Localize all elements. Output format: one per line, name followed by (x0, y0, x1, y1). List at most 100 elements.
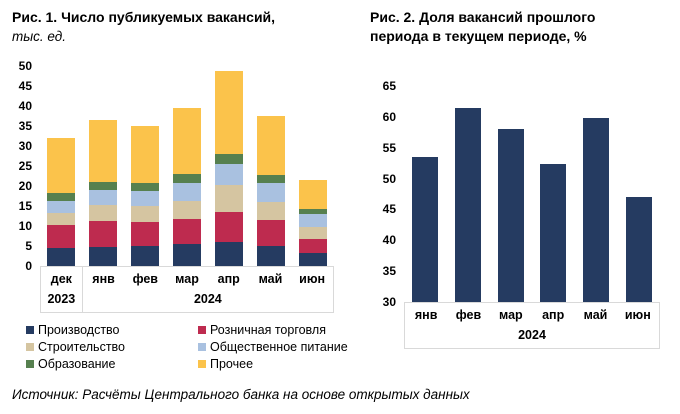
bar-segment (131, 183, 159, 192)
legend-label: Прочее (210, 357, 254, 371)
bar-segment (257, 220, 285, 246)
bar-segment (89, 205, 117, 222)
y-axis-tick-label: 5 (25, 239, 32, 253)
chart-1-y-axis: 0 5 10 15 20 25 30 35 40 45 50 (12, 59, 40, 273)
chart-1-x-axis: дек янв фев мар апр май июн 2023 2024 (40, 267, 334, 313)
month-label: дек (41, 267, 83, 289)
bar-segment (215, 184, 243, 212)
legend-item: Общественное питание (198, 340, 348, 354)
month-labels-row: янв фев мар апр май июн (405, 303, 659, 325)
month-label: май (258, 272, 283, 286)
chart-2-vacancies-share: Рис. 2. Доля вакансий прошлого периода в… (370, 8, 666, 371)
bar-segment (131, 246, 159, 266)
y-axis-tick-label: 35 (382, 264, 396, 279)
chart-2-x-axis: янв фев мар апр май июн 2024 (404, 303, 660, 349)
bar-slot-апр (532, 86, 575, 302)
bar-slot-май (575, 86, 618, 302)
y-axis-tick-label: 30 (382, 295, 396, 309)
bar-segment (299, 252, 327, 266)
y-axis-tick-label: 25 (18, 159, 32, 173)
month-label: мар (175, 272, 199, 286)
month-label: июн (624, 308, 651, 322)
bar-segment (173, 219, 201, 245)
chart-1-subtitle: тыс. ед. (12, 29, 66, 44)
bar-slot-мар (166, 66, 208, 266)
bar-segment (89, 246, 117, 266)
chart-2-plot-column: янв фев мар апр май июн 2024 (404, 86, 660, 349)
bar-segment (173, 182, 201, 202)
chart-1-plot-area (40, 66, 334, 267)
bar-segment (47, 213, 75, 226)
month-label: фев (132, 272, 158, 286)
y-axis-tick-label: 35 (18, 119, 32, 133)
bar-segment (89, 120, 117, 183)
bar-segment (131, 126, 159, 184)
y-axis-tick-label: 15 (18, 199, 32, 213)
bar-slot-мар (489, 86, 532, 302)
legend-label: Образование (38, 357, 116, 371)
y-axis-tick-label: 40 (382, 233, 396, 248)
legend-swatch (26, 343, 34, 351)
stacked-bar-дек (47, 138, 75, 266)
stacked-bar-июн (299, 180, 327, 266)
month-label: апр (217, 272, 240, 286)
bar-slot-май (250, 66, 292, 266)
legend-swatch (26, 326, 34, 334)
stacked-bar-фев (131, 126, 159, 266)
month-label: янв (414, 308, 438, 322)
bar-slot-июн (292, 66, 334, 266)
bar-segment (215, 242, 243, 266)
bar-segment (47, 247, 75, 266)
legend-label: Общественное питание (210, 340, 348, 354)
bar-segment (173, 174, 201, 183)
y-axis-tick-label: 40 (18, 99, 32, 113)
bar-segment (131, 191, 159, 206)
legend-swatch (26, 360, 34, 368)
y-axis-tick-label: 65 (382, 79, 396, 93)
chart-2-y-axis: 30 35 40 45 50 55 60 65 (370, 79, 404, 309)
y-axis-tick-label: 55 (382, 140, 396, 155)
bar-segment (299, 214, 327, 227)
bar-segment (215, 212, 243, 242)
year-labels-row: 2023 2024 (41, 289, 333, 312)
y-axis-tick-label: 10 (18, 219, 32, 233)
y-axis-tick-label: 0 (25, 259, 32, 273)
chart-2-plot-area (404, 86, 660, 303)
legend-swatch (198, 343, 206, 351)
bar-фев (455, 107, 481, 302)
month-labels-row: дек янв фев мар апр май июн (41, 267, 333, 289)
bar-segment (173, 201, 201, 220)
bar-slot-янв (404, 86, 447, 302)
charts-row: Рис. 1. Число публикуемых вакансий, тыс.… (12, 8, 666, 371)
legend-item: Розничная торговля (198, 323, 348, 337)
legend-label: Розничная торговля (210, 323, 326, 337)
y-axis-tick-label: 30 (18, 139, 32, 153)
bar-segment (173, 244, 201, 266)
y-axis-tick-label: 45 (382, 202, 396, 217)
y-axis-tick-label: 50 (18, 59, 32, 73)
month-label: фев (455, 308, 482, 322)
bar-янв (412, 156, 439, 302)
year-label: 2024 (518, 328, 546, 342)
legend-label: Производство (38, 323, 120, 337)
source-note: Источник: Расчёты Центрального банка на … (12, 387, 470, 402)
y-axis-tick-label: 45 (18, 79, 32, 93)
bar-segment (47, 200, 75, 214)
bar-segment (47, 225, 75, 248)
chart-1-vacancies-count: Рис. 1. Число публикуемых вакансий, тыс.… (12, 8, 348, 371)
chart-2-plot-row: 30 35 40 45 50 55 60 65 янв фев мар апр май июн 2024 (370, 79, 666, 349)
bar-segment (215, 154, 243, 165)
month-label: апр (542, 308, 565, 322)
bar-segment (299, 208, 327, 215)
bar-segment (257, 183, 285, 202)
stacked-bar-янв (89, 120, 117, 266)
bar-segment (215, 71, 243, 155)
bar-segment (89, 190, 117, 206)
chart-1-legend: Производство Розничная торговля Строительс… (26, 323, 348, 371)
y-axis-tick-label: 50 (382, 171, 396, 186)
bar-segment (47, 138, 75, 193)
legend-item: Производство (26, 323, 198, 337)
bar-segment (257, 116, 285, 176)
chart-1-plot-column: дек янв фев мар апр май июн 2023 2024 (40, 66, 334, 313)
bar-slot-дек (40, 66, 82, 266)
